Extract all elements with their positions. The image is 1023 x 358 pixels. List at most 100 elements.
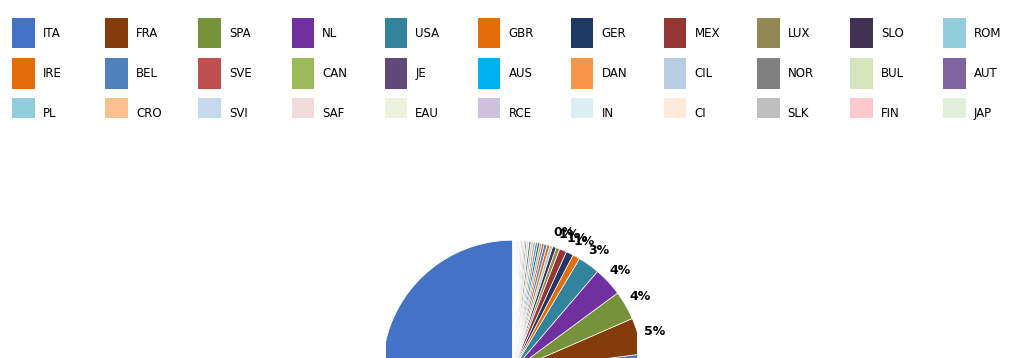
Text: ITA: ITA [43, 26, 60, 40]
Wedge shape [513, 258, 540, 358]
Wedge shape [513, 261, 557, 358]
Text: JE: JE [415, 67, 427, 80]
Text: 4%: 4% [610, 263, 631, 277]
FancyBboxPatch shape [12, 98, 35, 129]
FancyBboxPatch shape [105, 18, 128, 48]
Text: LUX: LUX [788, 26, 810, 40]
Wedge shape [513, 256, 525, 358]
FancyBboxPatch shape [478, 58, 500, 89]
FancyBboxPatch shape [292, 18, 314, 48]
Text: RCE: RCE [508, 107, 532, 120]
Wedge shape [513, 255, 516, 358]
Text: SPA: SPA [229, 26, 251, 40]
FancyBboxPatch shape [198, 18, 221, 48]
FancyBboxPatch shape [664, 18, 686, 48]
FancyBboxPatch shape [757, 18, 780, 48]
Text: AUT: AUT [974, 67, 997, 80]
FancyBboxPatch shape [757, 58, 780, 89]
Text: ROM: ROM [974, 26, 1002, 40]
Wedge shape [513, 271, 618, 358]
Wedge shape [513, 249, 567, 358]
Wedge shape [513, 256, 527, 358]
Wedge shape [513, 264, 567, 358]
Wedge shape [513, 334, 642, 358]
Text: NOR: NOR [788, 67, 814, 80]
Wedge shape [513, 255, 515, 358]
Wedge shape [513, 240, 515, 358]
Text: SLO: SLO [881, 26, 903, 40]
Wedge shape [513, 240, 521, 358]
Wedge shape [513, 258, 542, 358]
Wedge shape [513, 252, 573, 358]
Text: 3%: 3% [588, 245, 609, 257]
Text: BEL: BEL [136, 67, 159, 80]
Wedge shape [513, 248, 560, 358]
FancyBboxPatch shape [943, 58, 966, 89]
Text: CIL: CIL [695, 67, 713, 80]
FancyBboxPatch shape [198, 58, 221, 89]
Text: BUL: BUL [881, 67, 904, 80]
Text: GER: GER [602, 26, 626, 40]
Wedge shape [513, 256, 524, 358]
Wedge shape [513, 255, 515, 358]
Wedge shape [513, 259, 547, 358]
Wedge shape [513, 256, 523, 358]
Wedge shape [513, 246, 557, 358]
Text: FIN: FIN [881, 107, 899, 120]
Wedge shape [513, 242, 533, 358]
Wedge shape [513, 256, 531, 358]
FancyBboxPatch shape [105, 98, 128, 129]
Wedge shape [513, 241, 524, 358]
FancyBboxPatch shape [571, 58, 593, 89]
FancyBboxPatch shape [12, 58, 35, 89]
Wedge shape [513, 242, 538, 358]
FancyBboxPatch shape [943, 98, 966, 129]
Text: AUS: AUS [508, 67, 532, 80]
Wedge shape [513, 241, 531, 358]
FancyBboxPatch shape [292, 98, 314, 129]
Text: 4%: 4% [629, 290, 651, 303]
Wedge shape [513, 293, 632, 358]
Wedge shape [513, 258, 544, 358]
FancyBboxPatch shape [385, 58, 407, 89]
Wedge shape [513, 244, 547, 358]
FancyBboxPatch shape [478, 98, 500, 129]
FancyBboxPatch shape [385, 18, 407, 48]
FancyBboxPatch shape [664, 58, 686, 89]
Text: SVE: SVE [229, 67, 252, 80]
Wedge shape [513, 240, 515, 358]
Wedge shape [513, 255, 518, 358]
Text: CRO: CRO [136, 107, 162, 120]
FancyBboxPatch shape [198, 98, 221, 129]
FancyBboxPatch shape [850, 98, 873, 129]
Wedge shape [513, 261, 552, 358]
Wedge shape [513, 243, 540, 358]
Wedge shape [513, 241, 525, 358]
Wedge shape [513, 241, 523, 358]
FancyBboxPatch shape [385, 98, 407, 129]
Wedge shape [513, 241, 527, 358]
Wedge shape [513, 258, 597, 358]
Text: 1%: 1% [567, 232, 588, 245]
Text: SLK: SLK [788, 107, 809, 120]
Text: IN: IN [602, 107, 614, 120]
Text: EAU: EAU [415, 107, 439, 120]
Wedge shape [513, 240, 519, 358]
Wedge shape [513, 256, 529, 358]
Wedge shape [383, 255, 643, 358]
Wedge shape [513, 286, 618, 358]
Wedge shape [513, 308, 632, 358]
Text: JAP: JAP [974, 107, 992, 120]
Text: 0%: 0% [553, 226, 574, 239]
Wedge shape [513, 240, 518, 358]
Wedge shape [513, 274, 597, 358]
FancyBboxPatch shape [850, 18, 873, 48]
Text: MEX: MEX [695, 26, 720, 40]
FancyBboxPatch shape [105, 58, 128, 89]
Wedge shape [513, 241, 529, 358]
FancyBboxPatch shape [757, 98, 780, 129]
Wedge shape [513, 257, 538, 358]
Text: CAN: CAN [322, 67, 347, 80]
Wedge shape [513, 270, 579, 358]
FancyBboxPatch shape [478, 18, 500, 48]
